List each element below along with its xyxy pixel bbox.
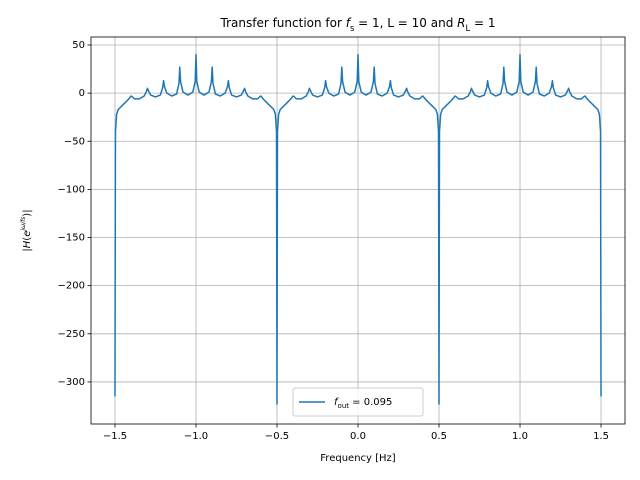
- x-axis-label: Frequency [Hz]: [320, 453, 396, 464]
- y-tick-label: −200: [58, 281, 85, 292]
- x-tick-label: 1.0: [512, 431, 528, 442]
- text-part: H: [22, 240, 33, 248]
- text-part: (: [22, 237, 33, 241]
- y-tick-label: −150: [58, 233, 85, 244]
- x-tick-label: 0.0: [350, 431, 366, 442]
- chart-title: Transfer function for fs = 1, L = 10 and…: [220, 16, 496, 33]
- text-part: Transfer function for: [220, 16, 346, 30]
- y-tick-label: −300: [58, 377, 85, 388]
- text-part: out: [338, 402, 350, 410]
- y-tick-label: 50: [72, 40, 85, 51]
- x-tick-label: 1.5: [593, 431, 609, 442]
- y-tick-label: −50: [64, 136, 85, 147]
- x-tick-label: 0.5: [431, 431, 447, 442]
- text-part: = 0.095: [349, 397, 392, 408]
- text-part: )|: [22, 209, 33, 216]
- text-part: L: [465, 23, 470, 33]
- x-tick-label: −0.5: [265, 431, 289, 442]
- y-tick-label: −100: [58, 184, 85, 195]
- text-part: R: [457, 16, 465, 30]
- text-part: = 1, L = 10 and: [354, 16, 457, 30]
- x-tick-label: −1.0: [184, 431, 208, 442]
- data-line: [114, 53, 602, 405]
- y-tick-label: −250: [58, 329, 85, 340]
- plot-frame: [90, 36, 626, 425]
- text-part: f: [346, 16, 352, 30]
- legend-box: [292, 387, 424, 417]
- text-part: s: [350, 23, 354, 33]
- x-tick-label: −1.5: [103, 431, 127, 442]
- y-axis-label: |H(ejω/fs)|: [20, 209, 33, 251]
- text-part: = 1: [470, 16, 495, 30]
- text-part: |: [22, 248, 33, 251]
- text-part: f: [334, 397, 339, 408]
- text-part: e: [22, 231, 33, 237]
- text-part: jω/fs: [20, 217, 27, 232]
- y-tick-label: 0: [79, 88, 85, 99]
- legend-label: fout = 0.095: [334, 397, 392, 410]
